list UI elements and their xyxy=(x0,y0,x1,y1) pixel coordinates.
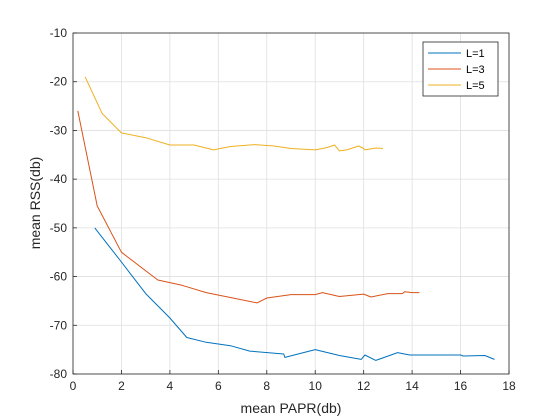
y-tick-label: -30 xyxy=(50,123,68,137)
x-tick-label: 10 xyxy=(309,379,323,393)
x-tick-label: 12 xyxy=(357,379,371,393)
x-tick-label: 8 xyxy=(263,379,270,393)
y-axis-label: mean RSS(db) xyxy=(27,157,43,250)
x-tick-label: 16 xyxy=(454,379,468,393)
legend-label-L=1: L=1 xyxy=(466,48,485,60)
y-tick-label: -20 xyxy=(50,75,68,89)
legend-label-L=3: L=3 xyxy=(466,64,485,76)
x-tick-label: 14 xyxy=(405,379,419,393)
legend: L=1 L=3 L=5 xyxy=(423,42,498,96)
x-axis-label: mean PAPR(db) xyxy=(241,400,342,416)
y-tick-label: -70 xyxy=(50,318,68,332)
y-tick-label: -40 xyxy=(50,172,68,186)
x-tick-label: 0 xyxy=(70,379,77,393)
y-tick-label: -10 xyxy=(50,26,68,40)
legend-label-L=5: L=5 xyxy=(466,80,485,92)
x-tick-label: 18 xyxy=(502,379,516,393)
x-tick-label: 4 xyxy=(167,379,174,393)
x-tick-label: 2 xyxy=(118,379,125,393)
x-tick-label: 6 xyxy=(215,379,222,393)
y-tick-label: -80 xyxy=(50,367,68,381)
y-tick-label: -60 xyxy=(50,270,68,284)
y-tick-label: -50 xyxy=(50,221,68,235)
